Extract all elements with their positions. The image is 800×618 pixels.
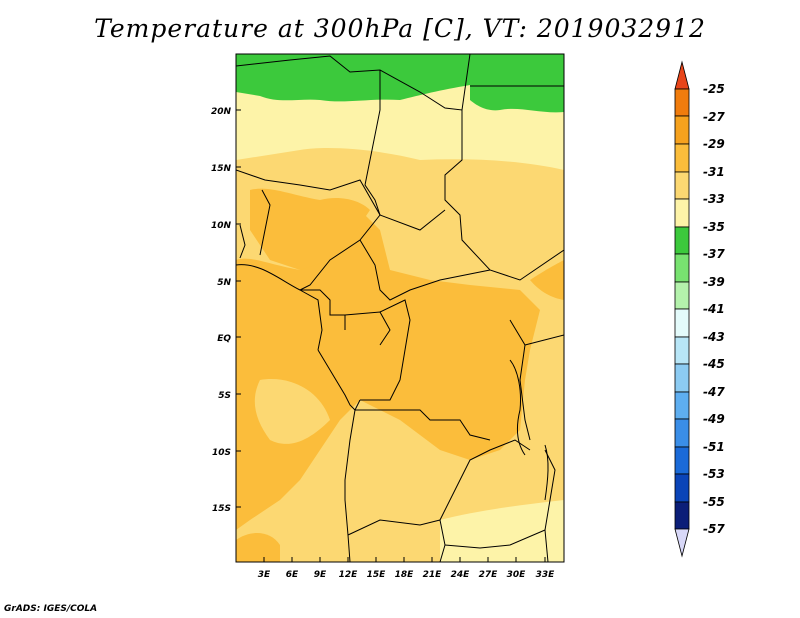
lon-label: 3E [258, 570, 271, 580]
colorbar-segment [674, 226, 690, 255]
lon-label: 18E [395, 570, 415, 580]
colorbar-segment [674, 363, 690, 393]
colorbar-label: -29 [703, 137, 725, 151]
colorbar-segment [674, 418, 690, 448]
colorbar-label: -41 [703, 302, 725, 316]
lon-label: 30E [507, 570, 527, 580]
colorbar-segment [674, 308, 690, 338]
colorbar-segment [674, 253, 690, 283]
temperature-field [236, 54, 564, 562]
colorbar-bottom-cap [674, 528, 690, 558]
colorbar-label: -47 [703, 385, 725, 399]
colorbar-segment [674, 115, 690, 145]
colorbar-segment [674, 198, 690, 228]
colorbar-segment [674, 281, 690, 310]
colorbar: -25 -27 -29 -31 -33 -35 -37 -39 -41 -43 … [674, 60, 725, 558]
colorbar-segment [674, 473, 690, 503]
map-frame [235, 53, 565, 563]
lat-label: EQ [217, 334, 231, 344]
colorbar-label: -39 [703, 275, 725, 289]
colorbar-segment [674, 171, 690, 200]
longitude-axis: 3E 6E 9E 12E 15E 18E 21E 24E 27E 30E 33E [258, 557, 555, 580]
colorbar-label: -43 [703, 330, 725, 344]
colorbar-label: -33 [703, 192, 725, 206]
colorbar-segment [674, 88, 690, 117]
map-title: Temperature at 300hPa [C], VT: 201903291… [94, 14, 706, 43]
colorbar-label: -53 [703, 467, 725, 481]
lon-label: 33E [536, 570, 556, 580]
lon-label: 6E [286, 570, 299, 580]
colorbar-segment [674, 391, 690, 420]
colorbar-label: -57 [703, 522, 725, 536]
colorbar-label: -51 [703, 440, 725, 454]
lat-label: 5S [218, 391, 231, 401]
latitude-axis: 20N 15N 10N 5N EQ 5S 10S 15S [211, 107, 241, 514]
lat-label: 10N [211, 221, 232, 231]
lon-label: 12E [339, 570, 359, 580]
colorbar-label: -49 [703, 412, 725, 426]
colorbar-segment [674, 446, 690, 475]
colorbar-label: -27 [703, 110, 725, 124]
lat-label: 15N [211, 164, 232, 174]
country-borders [236, 54, 564, 562]
lon-label: 9E [314, 570, 327, 580]
lat-label: 10S [212, 448, 231, 458]
lon-label: 24E [451, 570, 471, 580]
colorbar-label: -55 [703, 495, 725, 509]
colorbar-segment [674, 143, 690, 173]
colorbar-label: -45 [703, 357, 725, 371]
lat-label: 5N [217, 278, 231, 288]
colorbar-top-cap [674, 60, 690, 90]
colorbar-label: -35 [703, 220, 725, 234]
colorbar-segment [674, 501, 690, 530]
lat-label: 15S [212, 504, 231, 514]
lat-label: 20N [211, 107, 232, 117]
lon-label: 27E [479, 570, 499, 580]
colorbar-label: -25 [703, 82, 725, 96]
colorbar-segment [674, 336, 690, 365]
colorbar-label: -31 [703, 165, 725, 179]
grads-credit: GrADS: IGES/COLA [4, 604, 98, 614]
lon-label: 15E [367, 570, 387, 580]
colorbar-label: -37 [703, 247, 725, 261]
lon-label: 21E [423, 570, 443, 580]
